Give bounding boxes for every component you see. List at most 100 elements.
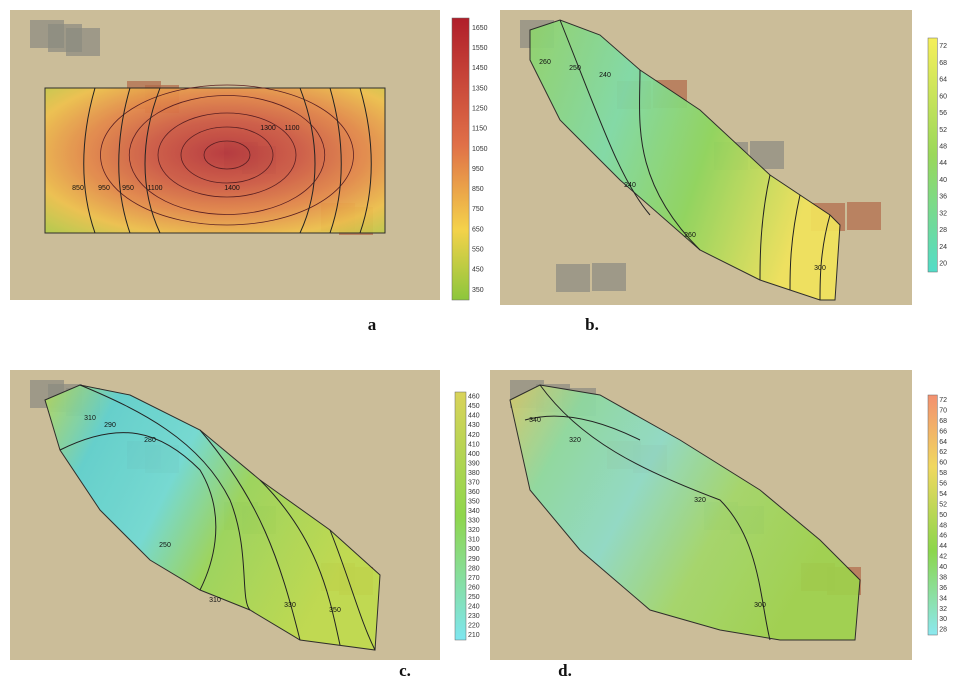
colorbar-label: 48 [939, 522, 947, 529]
colorbar-label: 44 [939, 160, 947, 167]
colorbar-label: 1450 [472, 65, 488, 72]
colorbar-label: 410 [468, 441, 480, 448]
colorbar-label: 390 [468, 460, 480, 467]
colorbar: 4604504404304204104003903803703603503403… [455, 392, 480, 640]
colorbar-label: 44 [939, 543, 947, 550]
colorbar-label: 68 [939, 418, 947, 425]
colorbar-label: 320 [468, 527, 480, 534]
colorbar-label: 34 [939, 595, 947, 602]
contour-label: 320 [569, 437, 581, 444]
colorbar-label: 60 [939, 460, 947, 467]
contour-label: 240 [624, 182, 636, 189]
contour-label: 280 [144, 437, 156, 444]
colorbar-label: 420 [468, 432, 480, 439]
colorbar-label: 42 [939, 554, 947, 561]
colorbar-label: 280 [468, 565, 480, 572]
colorbar-label: 52 [939, 127, 947, 134]
colorbar-label: 32 [939, 606, 947, 613]
colorbar-label: 28 [939, 627, 947, 634]
colorbar-label: 52 [939, 501, 947, 508]
colorbar-label: 220 [468, 623, 480, 630]
colorbar-label: 60 [939, 93, 947, 100]
contour-label: 250 [569, 65, 581, 72]
colorbar-label: 64 [939, 439, 947, 446]
colorbar: 1650155014501350125011501050950850750650… [452, 18, 488, 300]
panel-label: c. [399, 661, 411, 680]
contour-label: 1100 [147, 185, 162, 192]
colorbar-label: 380 [468, 470, 480, 477]
colorbar-label: 50 [939, 512, 947, 519]
colorbar-label: 450 [472, 267, 484, 274]
colorbar-label: 650 [472, 226, 484, 233]
colorbar-label: 38 [939, 574, 947, 581]
panel-label: d. [558, 661, 572, 680]
colorbar-label: 28 [939, 227, 947, 234]
colorbar-ramp [455, 392, 466, 640]
colorbar-label: 1150 [472, 126, 487, 133]
colorbar-label: 370 [468, 479, 480, 486]
colorbar-label: 40 [939, 564, 947, 571]
colorbar-label: 310 [468, 537, 480, 544]
colorbar-label: 1250 [472, 105, 488, 112]
colorbar-label: 40 [939, 177, 947, 184]
colorbar-label: 300 [468, 546, 480, 553]
contour-label: 350 [329, 607, 341, 614]
contour-label: 950 [98, 185, 110, 192]
contour-label: 260 [539, 59, 551, 66]
building [556, 264, 590, 292]
building [66, 28, 100, 56]
colorbar-label: 66 [939, 428, 947, 435]
colorbar-label: 32 [939, 210, 947, 217]
colorbar-label: 270 [468, 575, 480, 582]
building [592, 263, 626, 291]
colorbar-label: 350 [468, 499, 480, 506]
colorbar-label: 340 [468, 508, 480, 515]
colorbar-label: 850 [472, 186, 484, 193]
contour-label: 340 [529, 417, 541, 424]
colorbar-label: 950 [472, 166, 484, 173]
contour-label: 1400 [224, 185, 240, 192]
colorbar-label: 72 [939, 397, 947, 404]
colorbar-label: 48 [939, 143, 947, 150]
colorbar-label: 36 [939, 585, 947, 592]
contour-field [45, 88, 385, 233]
contour-label: 310 [209, 597, 221, 604]
colorbar-label: 20 [939, 260, 947, 267]
colorbar-label: 1050 [472, 146, 488, 153]
contour-label: 260 [684, 232, 696, 239]
building [847, 202, 881, 230]
contour-label: 310 [84, 415, 96, 422]
colorbar-label: 72 [939, 43, 947, 50]
colorbar-label: 450 [468, 403, 480, 410]
colorbar-label: 68 [939, 60, 947, 67]
colorbar-label: 24 [939, 244, 947, 251]
contour-label: 850 [72, 185, 84, 192]
colorbar-label: 460 [468, 394, 480, 401]
colorbar-label: 1650 [472, 25, 488, 32]
colorbar-label: 56 [939, 110, 947, 117]
colorbar-label: 1550 [472, 45, 488, 52]
colorbar-label: 30 [939, 616, 947, 623]
figure: 1400130011009508509501100165015501450135… [0, 0, 955, 681]
colorbar-ramp [452, 18, 469, 300]
colorbar-ramp [928, 38, 937, 272]
colorbar-label: 260 [468, 584, 480, 591]
colorbar-label: 62 [939, 449, 947, 456]
colorbar-label: 56 [939, 481, 947, 488]
colorbar-label: 750 [472, 206, 484, 213]
colorbar-label: 210 [468, 632, 480, 639]
colorbar-ramp [928, 395, 937, 635]
contour-label: 240 [599, 72, 611, 79]
colorbar-label: 550 [472, 246, 484, 253]
colorbar-label: 440 [468, 413, 480, 420]
contour-label: 330 [284, 602, 296, 609]
colorbar-label: 430 [468, 422, 480, 429]
contour-label: 320 [694, 497, 706, 504]
colorbar-label: 400 [468, 451, 480, 458]
colorbar-label: 46 [939, 533, 947, 540]
colorbar-label: 70 [939, 407, 947, 414]
panel-label: a [368, 315, 377, 334]
panel-label: b. [585, 315, 599, 334]
colorbar-label: 64 [939, 77, 947, 84]
